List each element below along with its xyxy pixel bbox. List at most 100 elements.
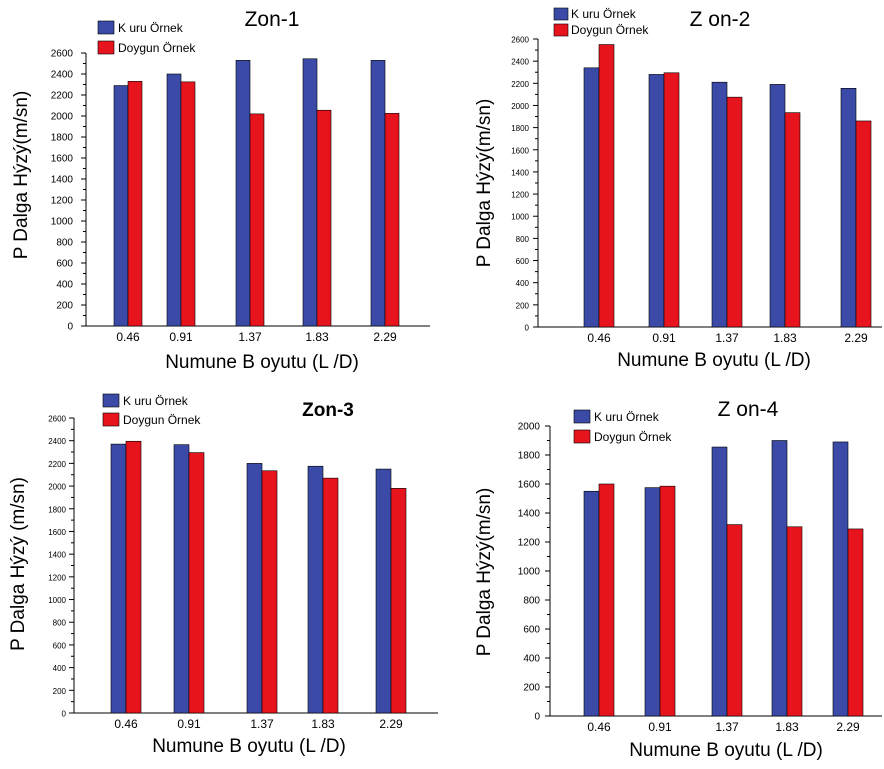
y-tick-label: 200 xyxy=(53,687,67,696)
chart-svg-zon-3: Zon-3 Numune B oyutu (L /D) P Dalga Hýzý… xyxy=(8,393,438,757)
x-axis-label: Numune B oyutu (L /D) xyxy=(617,350,811,371)
legend-label-doygun: Doygun Örnek xyxy=(594,430,672,444)
legend-label-kuru: K uru Örnek xyxy=(123,394,189,408)
x-tick-label: 0.46 xyxy=(587,331,611,345)
y-tick-label: 600 xyxy=(53,641,67,650)
y-tick-label: 1200 xyxy=(51,196,74,207)
legend-label-kuru: K uru Örnek xyxy=(594,410,660,424)
y-tick-label: 2600 xyxy=(511,36,529,45)
y-tick-label: 2400 xyxy=(48,437,66,446)
y-axis-label: P Dalga Hýzý(m/sn) xyxy=(474,488,495,657)
x-tick-label: 2.29 xyxy=(379,717,403,731)
y-tick-label: 0 xyxy=(67,322,73,333)
bar-kuru xyxy=(771,440,788,717)
x-tick-label: 0.91 xyxy=(652,331,676,345)
y-tick-label: 1400 xyxy=(48,551,66,560)
y-tick-label: 1400 xyxy=(511,168,529,177)
y-tick-label: 800 xyxy=(516,235,530,244)
bar-doygun xyxy=(249,113,265,327)
y-tick-label: 1400 xyxy=(51,175,74,186)
legend: K uru Örnek Doygun Örnek xyxy=(553,7,649,37)
bar-kuru xyxy=(648,74,665,328)
plot-area: 0 200 400 600 800 1000 1200 1400 1600 1800 2000 220… xyxy=(511,36,882,345)
x-tick-label: 0.46 xyxy=(587,720,611,734)
legend: K uru Örnek Doygun Örnek xyxy=(573,409,672,444)
bar-kuru xyxy=(375,468,392,714)
y-tick-label: 1600 xyxy=(48,528,66,537)
x-tick-label: 2.29 xyxy=(836,720,860,734)
y-tick-label: 1200 xyxy=(48,573,66,582)
bar-kuru xyxy=(711,81,728,328)
y-tick-label: 600 xyxy=(516,257,530,266)
y-tick-label: 2000 xyxy=(48,483,66,492)
bar-kuru xyxy=(302,58,318,327)
legend-swatch-kuru xyxy=(102,393,120,408)
y-tick-label: 1600 xyxy=(51,154,74,165)
y-tick-label: 200 xyxy=(523,683,540,694)
y-tick-label: 800 xyxy=(56,238,73,249)
y-tick-label: 2000 xyxy=(518,422,541,433)
x-tick-label: 2.29 xyxy=(844,331,868,345)
y-tick-label: 1000 xyxy=(518,567,541,578)
bar-doygun xyxy=(784,112,801,328)
x-tick-label: 1.37 xyxy=(238,330,262,344)
bar-doygun xyxy=(188,452,205,714)
y-tick-label: 1600 xyxy=(511,146,529,155)
legend-label-doygun: Doygun Örnek xyxy=(571,23,649,37)
bar-doygun xyxy=(261,470,278,714)
bar-kuru xyxy=(711,446,728,717)
bar-kuru xyxy=(307,465,324,714)
chart-panel-zon-1: Zon-1 Numune B oyutu (L /D) P Dalga Hýzý… xyxy=(0,0,442,382)
bar-kuru xyxy=(840,87,857,328)
y-tick-label: 2000 xyxy=(51,112,74,123)
bar-doygun xyxy=(390,488,407,714)
y-axis-label: P Dalga Hýzý(m/sn) xyxy=(474,99,495,268)
y-tick-label: 2400 xyxy=(51,70,74,81)
chart-panel-zon-3: Zon-3 Numune B oyutu (L /D) P Dalga Hýzý… xyxy=(0,382,442,764)
legend-swatch-doygun xyxy=(553,23,569,37)
y-tick-label: 1800 xyxy=(511,124,529,133)
bar-doygun xyxy=(127,81,143,327)
x-tick-label: 1.83 xyxy=(775,720,799,734)
bar-doygun xyxy=(726,524,743,717)
bar-doygun xyxy=(726,96,743,328)
y-tick-label: 1200 xyxy=(518,538,541,549)
x-tick-label: 1.37 xyxy=(715,720,739,734)
y-tick-label: 2200 xyxy=(48,460,66,469)
bar-doygun xyxy=(663,72,680,328)
chart-title: Z on-4 xyxy=(718,398,779,421)
legend-label-doygun: Doygun Örnek xyxy=(123,413,201,427)
y-tick-label: 200 xyxy=(56,301,73,312)
y-tick-label: 1800 xyxy=(51,133,74,144)
legend-swatch-kuru xyxy=(97,20,115,35)
y-tick-label: 400 xyxy=(56,280,73,291)
y-tick-label: 1400 xyxy=(518,509,541,520)
bar-kuru xyxy=(644,487,661,717)
legend-swatch-doygun xyxy=(102,412,120,427)
legend-swatch-doygun xyxy=(573,429,591,444)
y-tick-label: 2200 xyxy=(511,80,529,89)
y-tick-label: 600 xyxy=(523,625,540,636)
bar-kuru xyxy=(166,73,182,327)
bar-doygun xyxy=(180,81,196,327)
y-tick-label: 1800 xyxy=(518,451,541,462)
plot-area: 0 200 400 600 800 1000 1200 1400 1600 1800 2000 0.4… xyxy=(518,422,882,734)
legend-label-doygun: Doygun Örnek xyxy=(118,41,196,55)
y-tick-label: 1000 xyxy=(51,217,74,228)
y-tick-label: 1000 xyxy=(48,596,66,605)
x-tick-label: 1.83 xyxy=(305,330,329,344)
chart-panel-zon-2: Z on-2 Numune B oyutu (L /D) P Dalga Hýz… xyxy=(442,0,884,382)
chart-svg-zon-4: Z on-4 Numune B oyutu (L /D) P Dalga Hýz… xyxy=(474,398,882,761)
y-tick-label: 1800 xyxy=(48,505,66,514)
bar-kuru xyxy=(583,490,600,717)
x-tick-label: 1.83 xyxy=(311,717,335,731)
bar-kuru xyxy=(769,84,786,328)
y-tick-label: 0 xyxy=(525,324,530,333)
bar-doygun xyxy=(786,526,803,717)
y-tick-label: 600 xyxy=(56,259,73,270)
y-tick-label: 2200 xyxy=(51,91,74,102)
y-tick-label: 1600 xyxy=(518,480,541,491)
chart-title: Z on-2 xyxy=(690,8,751,31)
y-tick-label: 400 xyxy=(53,664,67,673)
x-tick-label: 1.83 xyxy=(773,331,797,345)
